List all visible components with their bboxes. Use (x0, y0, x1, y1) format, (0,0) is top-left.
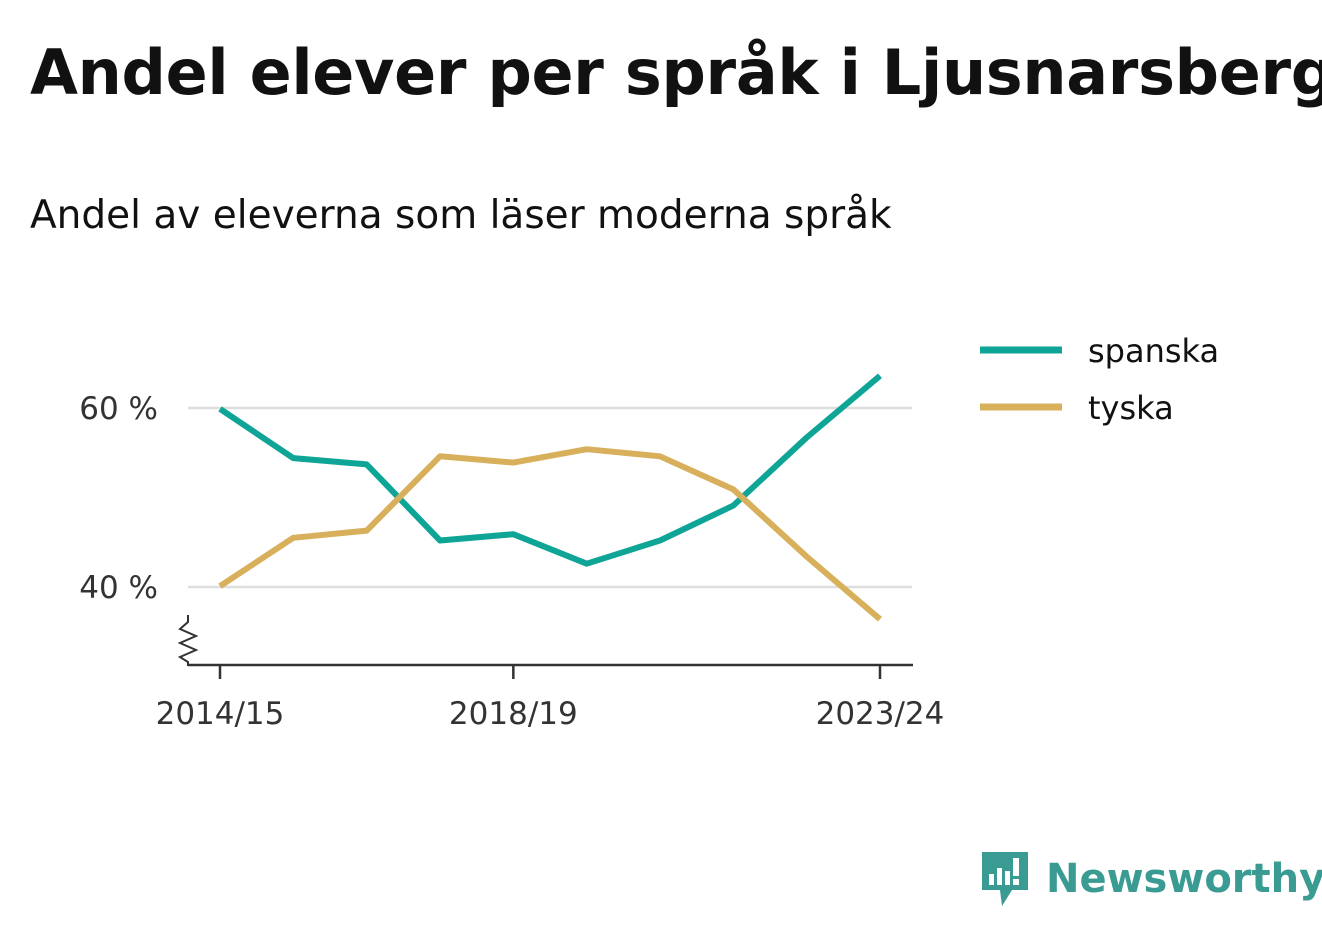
legend: spanska tyska (980, 332, 1219, 427)
axis-break-mark (177, 615, 199, 666)
brand-logo: Newsworthy (980, 850, 1322, 908)
series-line-tyska (218, 446, 882, 622)
chart-subtitle: Andel av eleverna som läser moderna språ… (30, 193, 892, 238)
legend-label-tyska: tyska (1088, 389, 1174, 427)
brand-name: Newsworthy (1046, 856, 1322, 902)
newsworthy-logo-icon (982, 852, 1028, 906)
axes: 40 % 60 % 2014/15 2018/19 2023/24 (79, 391, 944, 732)
x-tick-label: 2014/15 (156, 696, 285, 732)
y-tick-label: 60 % (79, 391, 158, 427)
y-tick-label: 40 % (79, 570, 158, 606)
x-tick-label: 2018/19 (449, 696, 578, 732)
x-tick-label: 2023/24 (816, 696, 945, 732)
series-line-spanska (218, 373, 882, 567)
series-lines (218, 373, 882, 622)
legend-label-spanska: spanska (1088, 332, 1219, 370)
chart-title: Andel elever per språk i Ljusnarsberg (30, 36, 1322, 109)
gridlines (188, 406, 912, 589)
